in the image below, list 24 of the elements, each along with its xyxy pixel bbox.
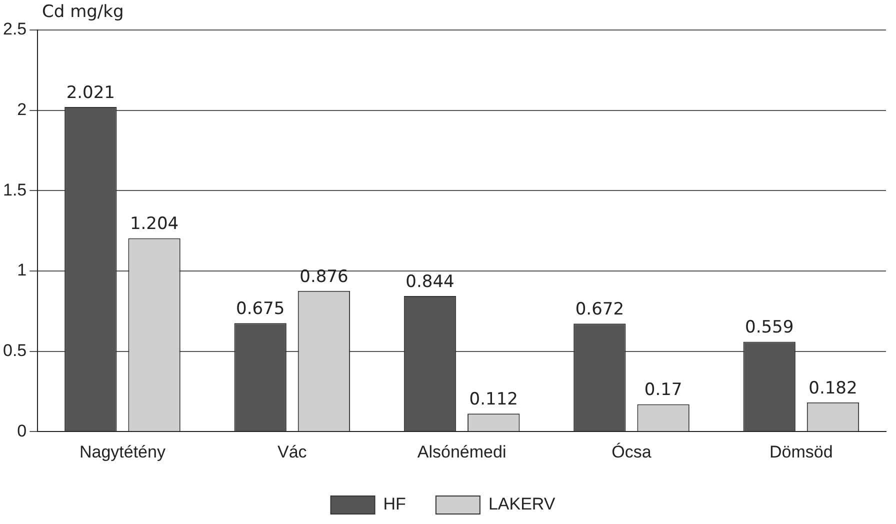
data-label: 2.021 — [66, 82, 115, 103]
legend-label: HF — [383, 494, 406, 514]
y-tick-label: 2.5 — [2, 20, 27, 39]
y-tick-label: 1 — [17, 260, 27, 280]
data-label: 0.559 — [745, 318, 794, 338]
data-label: 0.672 — [575, 300, 624, 320]
y-tick-label: 0.5 — [2, 340, 27, 360]
y-tick-label: 0 — [17, 421, 27, 440]
data-label: 0.182 — [808, 378, 858, 398]
x-tick-label: Vác — [277, 442, 308, 462]
y-axis-title: Cd mg/kg — [42, 2, 124, 22]
data-label: 1.204 — [130, 214, 179, 234]
y-tick-label: 1.5 — [2, 180, 27, 200]
y-tick-label: 2 — [17, 100, 27, 120]
data-label: 0.876 — [300, 266, 348, 287]
legend-label: LAKERV — [488, 494, 556, 514]
x-tick-label: Dömsöd — [770, 442, 833, 462]
data-label: 0.17 — [644, 380, 682, 400]
data-label: 0.112 — [469, 390, 518, 410]
data-label: 0.844 — [406, 272, 454, 292]
data-label: 0.675 — [236, 299, 285, 320]
x-tick-label: Alsónémedi — [417, 442, 506, 462]
x-tick-label: Nagytétény — [79, 442, 166, 462]
x-tick-label: Ócsa — [612, 442, 652, 462]
